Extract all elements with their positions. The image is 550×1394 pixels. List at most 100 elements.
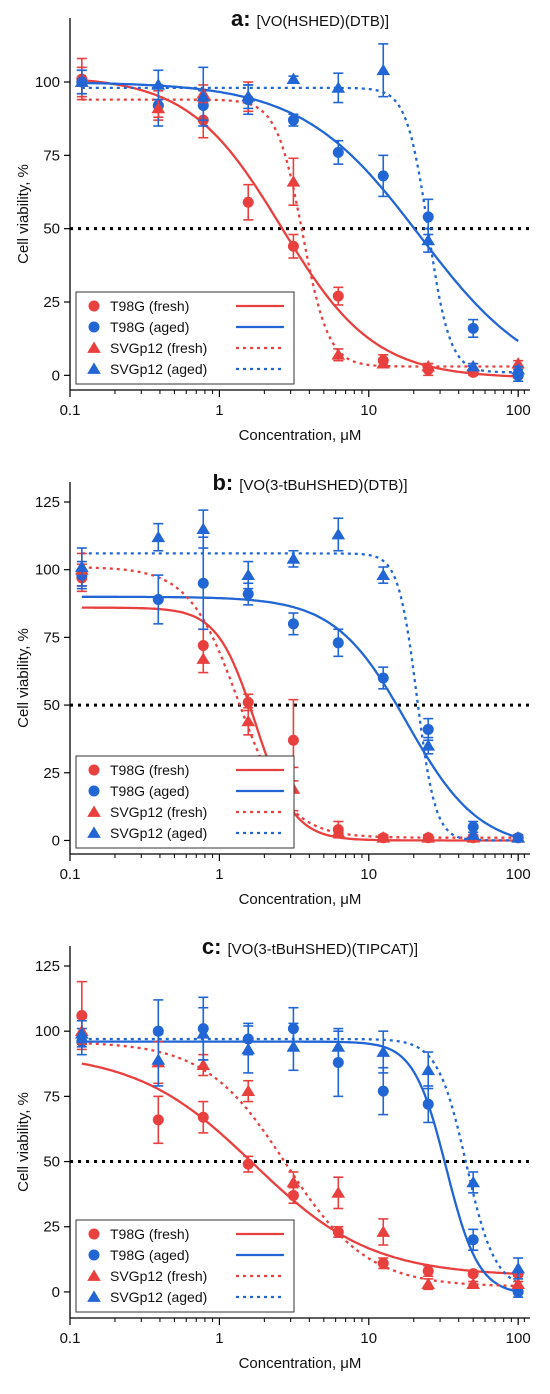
y-tick-label: 100 xyxy=(35,74,60,91)
data-point xyxy=(467,821,479,833)
data-point xyxy=(332,637,344,649)
data-point xyxy=(422,1098,434,1110)
data-point xyxy=(151,78,166,90)
data-point xyxy=(377,672,389,684)
data-point xyxy=(152,1114,164,1126)
data-point xyxy=(376,1225,391,1237)
data-point xyxy=(377,1257,389,1269)
legend-marker xyxy=(87,805,101,817)
data-point xyxy=(511,1261,525,1274)
data-point xyxy=(152,593,164,605)
y-tick-label: 50 xyxy=(43,697,60,714)
fit-curve xyxy=(81,79,519,378)
data-point xyxy=(331,348,346,360)
x-tick-label: 100 xyxy=(506,1330,531,1347)
chart-panel-c: c: [VO(3-tBuHSHED)(TIPCAT)] 0 25 50 75 100 125 0… xyxy=(0,928,550,1392)
data-point xyxy=(332,290,344,302)
data-point xyxy=(287,734,299,746)
x-tick-label: 10 xyxy=(360,866,377,883)
legend-label: T98G (fresh) xyxy=(110,1226,189,1242)
x-tick-label: 100 xyxy=(506,866,531,883)
data-point xyxy=(466,828,481,840)
chart-title-letter: a: xyxy=(231,6,251,31)
fit-curve xyxy=(81,552,519,842)
x-tick-label: 1 xyxy=(215,402,223,419)
chart-panel-b: b: [VO(3-tBuHSHED)(DTB)] 0 25 50 75 100 125 0.1 1… xyxy=(0,464,550,928)
chart-a: a: [VO(HSHED)(DTB)] 0 25 50 75 100 0.1 1 10 100 Con… xyxy=(15,6,531,444)
data-point xyxy=(241,90,256,102)
x-tick-label: 100 xyxy=(506,402,531,419)
legend-label: SVGp12 (fresh) xyxy=(110,340,207,356)
data-series xyxy=(75,1006,525,1280)
legend-marker xyxy=(88,785,100,797)
y-tick-label: 25 xyxy=(43,294,60,311)
data-point xyxy=(242,196,254,208)
y-tick-label: 25 xyxy=(43,1219,60,1236)
data-point xyxy=(512,1286,524,1298)
data-point xyxy=(242,1158,254,1170)
data-point xyxy=(421,739,436,751)
data-point xyxy=(467,322,479,334)
legend: T98G (fresh) T98G (aged) SVGp12 (fresh) SVG… xyxy=(75,1219,295,1313)
legend-label: T98G (aged) xyxy=(110,1247,189,1263)
data-point xyxy=(151,530,166,543)
data-point xyxy=(287,114,299,126)
chart-title-letter: c: xyxy=(202,934,222,959)
data-point xyxy=(376,63,391,76)
chart-c: c: [VO(3-tBuHSHED)(TIPCAT)] 0 25 50 75 100 125 0… xyxy=(15,934,531,1372)
legend-marker xyxy=(87,1269,101,1281)
y-tick-label: 125 xyxy=(35,958,60,975)
data-point xyxy=(376,831,391,843)
data-point xyxy=(421,233,436,246)
data-point xyxy=(75,75,89,87)
data-point xyxy=(242,588,254,600)
fit-curve xyxy=(81,1037,519,1284)
y-tick-label: 0 xyxy=(52,367,60,384)
y-tick-label: 125 xyxy=(35,494,60,511)
data-point xyxy=(332,1226,344,1238)
data-point xyxy=(467,1234,479,1246)
data-point xyxy=(467,1268,479,1280)
chart-title: b: [VO(3-tBuHSHED)(DTB)] xyxy=(212,470,407,495)
data-point xyxy=(421,1277,436,1289)
y-axis-label: Cell viability, % xyxy=(15,164,32,264)
chart-title: a: [VO(HSHED)(DTB)] xyxy=(231,6,389,31)
y-tick-label: 100 xyxy=(35,1023,60,1040)
chart-b: b: [VO(3-tBuHSHED)(DTB)] 0 25 50 75 100 125 0.1 1… xyxy=(15,470,531,908)
data-point xyxy=(286,72,301,84)
x-tick-label: 10 xyxy=(360,402,377,419)
x-tick-label: 1 xyxy=(215,866,223,883)
y-axis-label: Cell viability, % xyxy=(15,628,32,728)
y-tick-label: 0 xyxy=(52,1284,60,1301)
data-point xyxy=(286,1175,301,1188)
data-point xyxy=(196,522,211,534)
data-point xyxy=(151,101,166,114)
y-tick-label: 75 xyxy=(43,629,60,646)
data-point xyxy=(466,360,481,372)
data-point xyxy=(287,618,299,630)
data-point xyxy=(242,696,254,708)
data-point xyxy=(241,1084,256,1097)
chart-title-compound: [VO(3-tBuHSHED)(DTB)] xyxy=(239,477,407,494)
legend-label: SVGp12 (aged) xyxy=(110,361,207,377)
x-tick-label: 0.1 xyxy=(60,866,81,883)
data-point xyxy=(376,357,391,369)
y-tick-label: 100 xyxy=(35,562,60,579)
data-point xyxy=(511,357,525,369)
data-point xyxy=(466,1277,481,1289)
chart-title-compound: [VO(3-tBuHSHED)(TIPCAT)] xyxy=(227,941,418,958)
fit-curve xyxy=(81,566,519,839)
legend-label: SVGp12 (fresh) xyxy=(110,804,207,820)
data-point xyxy=(331,1040,346,1052)
data-point xyxy=(331,1186,346,1198)
data-point xyxy=(331,81,346,93)
y-axis-label: Cell viability, % xyxy=(15,1092,32,1192)
legend-label: SVGp12 (aged) xyxy=(110,825,207,841)
data-point xyxy=(511,362,525,375)
legend-marker xyxy=(88,300,100,312)
x-tick-label: 10 xyxy=(360,1330,377,1347)
x-axis-label: Concentration, μM xyxy=(239,1355,362,1372)
legend-marker xyxy=(88,321,100,333)
data-point xyxy=(197,1111,209,1123)
y-tick-label: 25 xyxy=(43,765,60,782)
